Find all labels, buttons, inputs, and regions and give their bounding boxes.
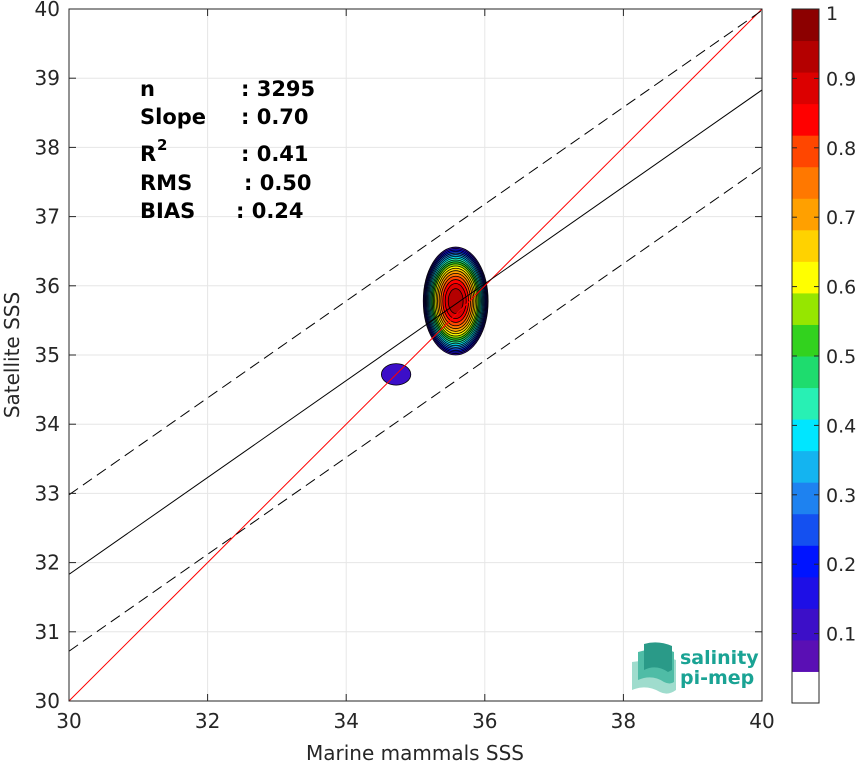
stat-value: : 0.50 bbox=[244, 171, 312, 195]
stat-value: : 3295 bbox=[241, 77, 315, 101]
y-tick-label: 30 bbox=[35, 689, 60, 713]
colorbar-tick-label: 0.5 bbox=[826, 346, 856, 368]
x-tick-label: 32 bbox=[195, 709, 220, 733]
colorbar-tick-label: 0.6 bbox=[826, 277, 856, 299]
colorbar-segment bbox=[792, 198, 819, 231]
y-tick-label: 33 bbox=[35, 481, 60, 505]
colorbar-tick-label: 0.4 bbox=[826, 415, 856, 437]
colorbar-segment bbox=[792, 419, 819, 452]
colorbar-tick-label: 1 bbox=[826, 3, 838, 25]
colorbar-segment bbox=[792, 482, 819, 515]
x-tick-label: 34 bbox=[333, 709, 358, 733]
colorbar-segment bbox=[792, 356, 819, 389]
colorbar-segment bbox=[792, 72, 819, 105]
y-tick-label: 37 bbox=[35, 205, 60, 229]
x-axis-ticks: 30 32 34 36 38 40 bbox=[56, 9, 775, 733]
stat-label-superscript: 2 bbox=[157, 136, 167, 154]
colorbar-segment bbox=[792, 40, 819, 73]
y-tick-label: 35 bbox=[35, 343, 60, 367]
upper-envelope-line bbox=[69, 9, 762, 496]
colorbar: 0.1 0.2 0.3 0.4 0.5 0.6 0.7 0.8 0.9 1 bbox=[791, 3, 856, 704]
colorbar-segment bbox=[792, 450, 819, 483]
y-tick-label: 36 bbox=[35, 274, 60, 298]
colorbar-tick-label: 0.9 bbox=[826, 68, 856, 90]
stat-value: : 0.41 bbox=[241, 142, 309, 166]
stat-label: Slope bbox=[140, 105, 206, 129]
grid bbox=[69, 9, 762, 701]
colorbar-tick-label: 0.8 bbox=[826, 138, 856, 160]
colorbar-tick-label: 0.7 bbox=[826, 207, 856, 229]
y-tick-label: 32 bbox=[35, 551, 60, 575]
stat-label: n bbox=[140, 77, 155, 101]
colorbar-segment bbox=[792, 229, 819, 262]
stat-label: BIAS bbox=[140, 199, 195, 223]
y-tick-label: 39 bbox=[35, 66, 60, 90]
colorbar-segment bbox=[792, 261, 819, 294]
reference-lines bbox=[69, 9, 762, 701]
colorbar-tick-label: 0.2 bbox=[826, 554, 856, 576]
salinity-pimep-logo: salinity pi-mep bbox=[632, 642, 759, 694]
colorbar-segment bbox=[792, 513, 819, 546]
x-axis-label: Marine mammals SSS bbox=[306, 741, 524, 764]
colorbar-segment bbox=[792, 166, 819, 199]
colorbar-segment bbox=[792, 9, 819, 42]
colorbar-segment bbox=[792, 576, 819, 609]
colorbar-segment bbox=[792, 387, 819, 420]
density-contours bbox=[380, 246, 489, 386]
stat-value: : 0.70 bbox=[241, 105, 309, 129]
logo-wave-icon bbox=[632, 642, 676, 694]
y-tick-label: 38 bbox=[35, 135, 60, 159]
colorbar-segment bbox=[792, 545, 819, 578]
colorbar-segment bbox=[792, 292, 819, 325]
x-tick-label: 40 bbox=[749, 709, 774, 733]
x-tick-label: 38 bbox=[611, 709, 636, 733]
stat-value: : 0.24 bbox=[236, 199, 304, 223]
logo-text-line2: pi-mep bbox=[680, 667, 754, 689]
y-tick-label: 34 bbox=[35, 412, 60, 436]
colorbar-segment bbox=[792, 103, 819, 136]
colorbar-segment bbox=[792, 639, 819, 672]
y-tick-label: 31 bbox=[35, 620, 60, 644]
y-tick-label: 40 bbox=[35, 0, 60, 21]
stat-label: R bbox=[140, 142, 156, 166]
colorbar-segment bbox=[792, 671, 819, 704]
colorbar-tick-label: 0.1 bbox=[826, 624, 856, 646]
colorbar-segment bbox=[792, 608, 819, 641]
y-axis-label: Satellite SSS bbox=[0, 292, 24, 418]
x-tick-label: 30 bbox=[56, 709, 81, 733]
statistics-box: n : 3295 Slope : 0.70 R 2 : 0.41 RMS : 0.50 BIAS:… bbox=[140, 77, 315, 223]
lower-envelope-line bbox=[69, 166, 762, 652]
regression-line bbox=[69, 89, 762, 575]
colorbar-segment bbox=[792, 135, 819, 168]
y-axis-ticks: 30 31 32 33 34 35 36 37 38 39 40 bbox=[35, 0, 762, 713]
identity-line bbox=[69, 9, 762, 701]
colorbar-segment bbox=[792, 324, 819, 357]
colorbar-tick-label: 0.3 bbox=[826, 485, 856, 507]
stat-label: RMS bbox=[140, 171, 192, 195]
logo-text-line1: salinity bbox=[680, 647, 759, 669]
x-tick-label: 36 bbox=[472, 709, 497, 733]
